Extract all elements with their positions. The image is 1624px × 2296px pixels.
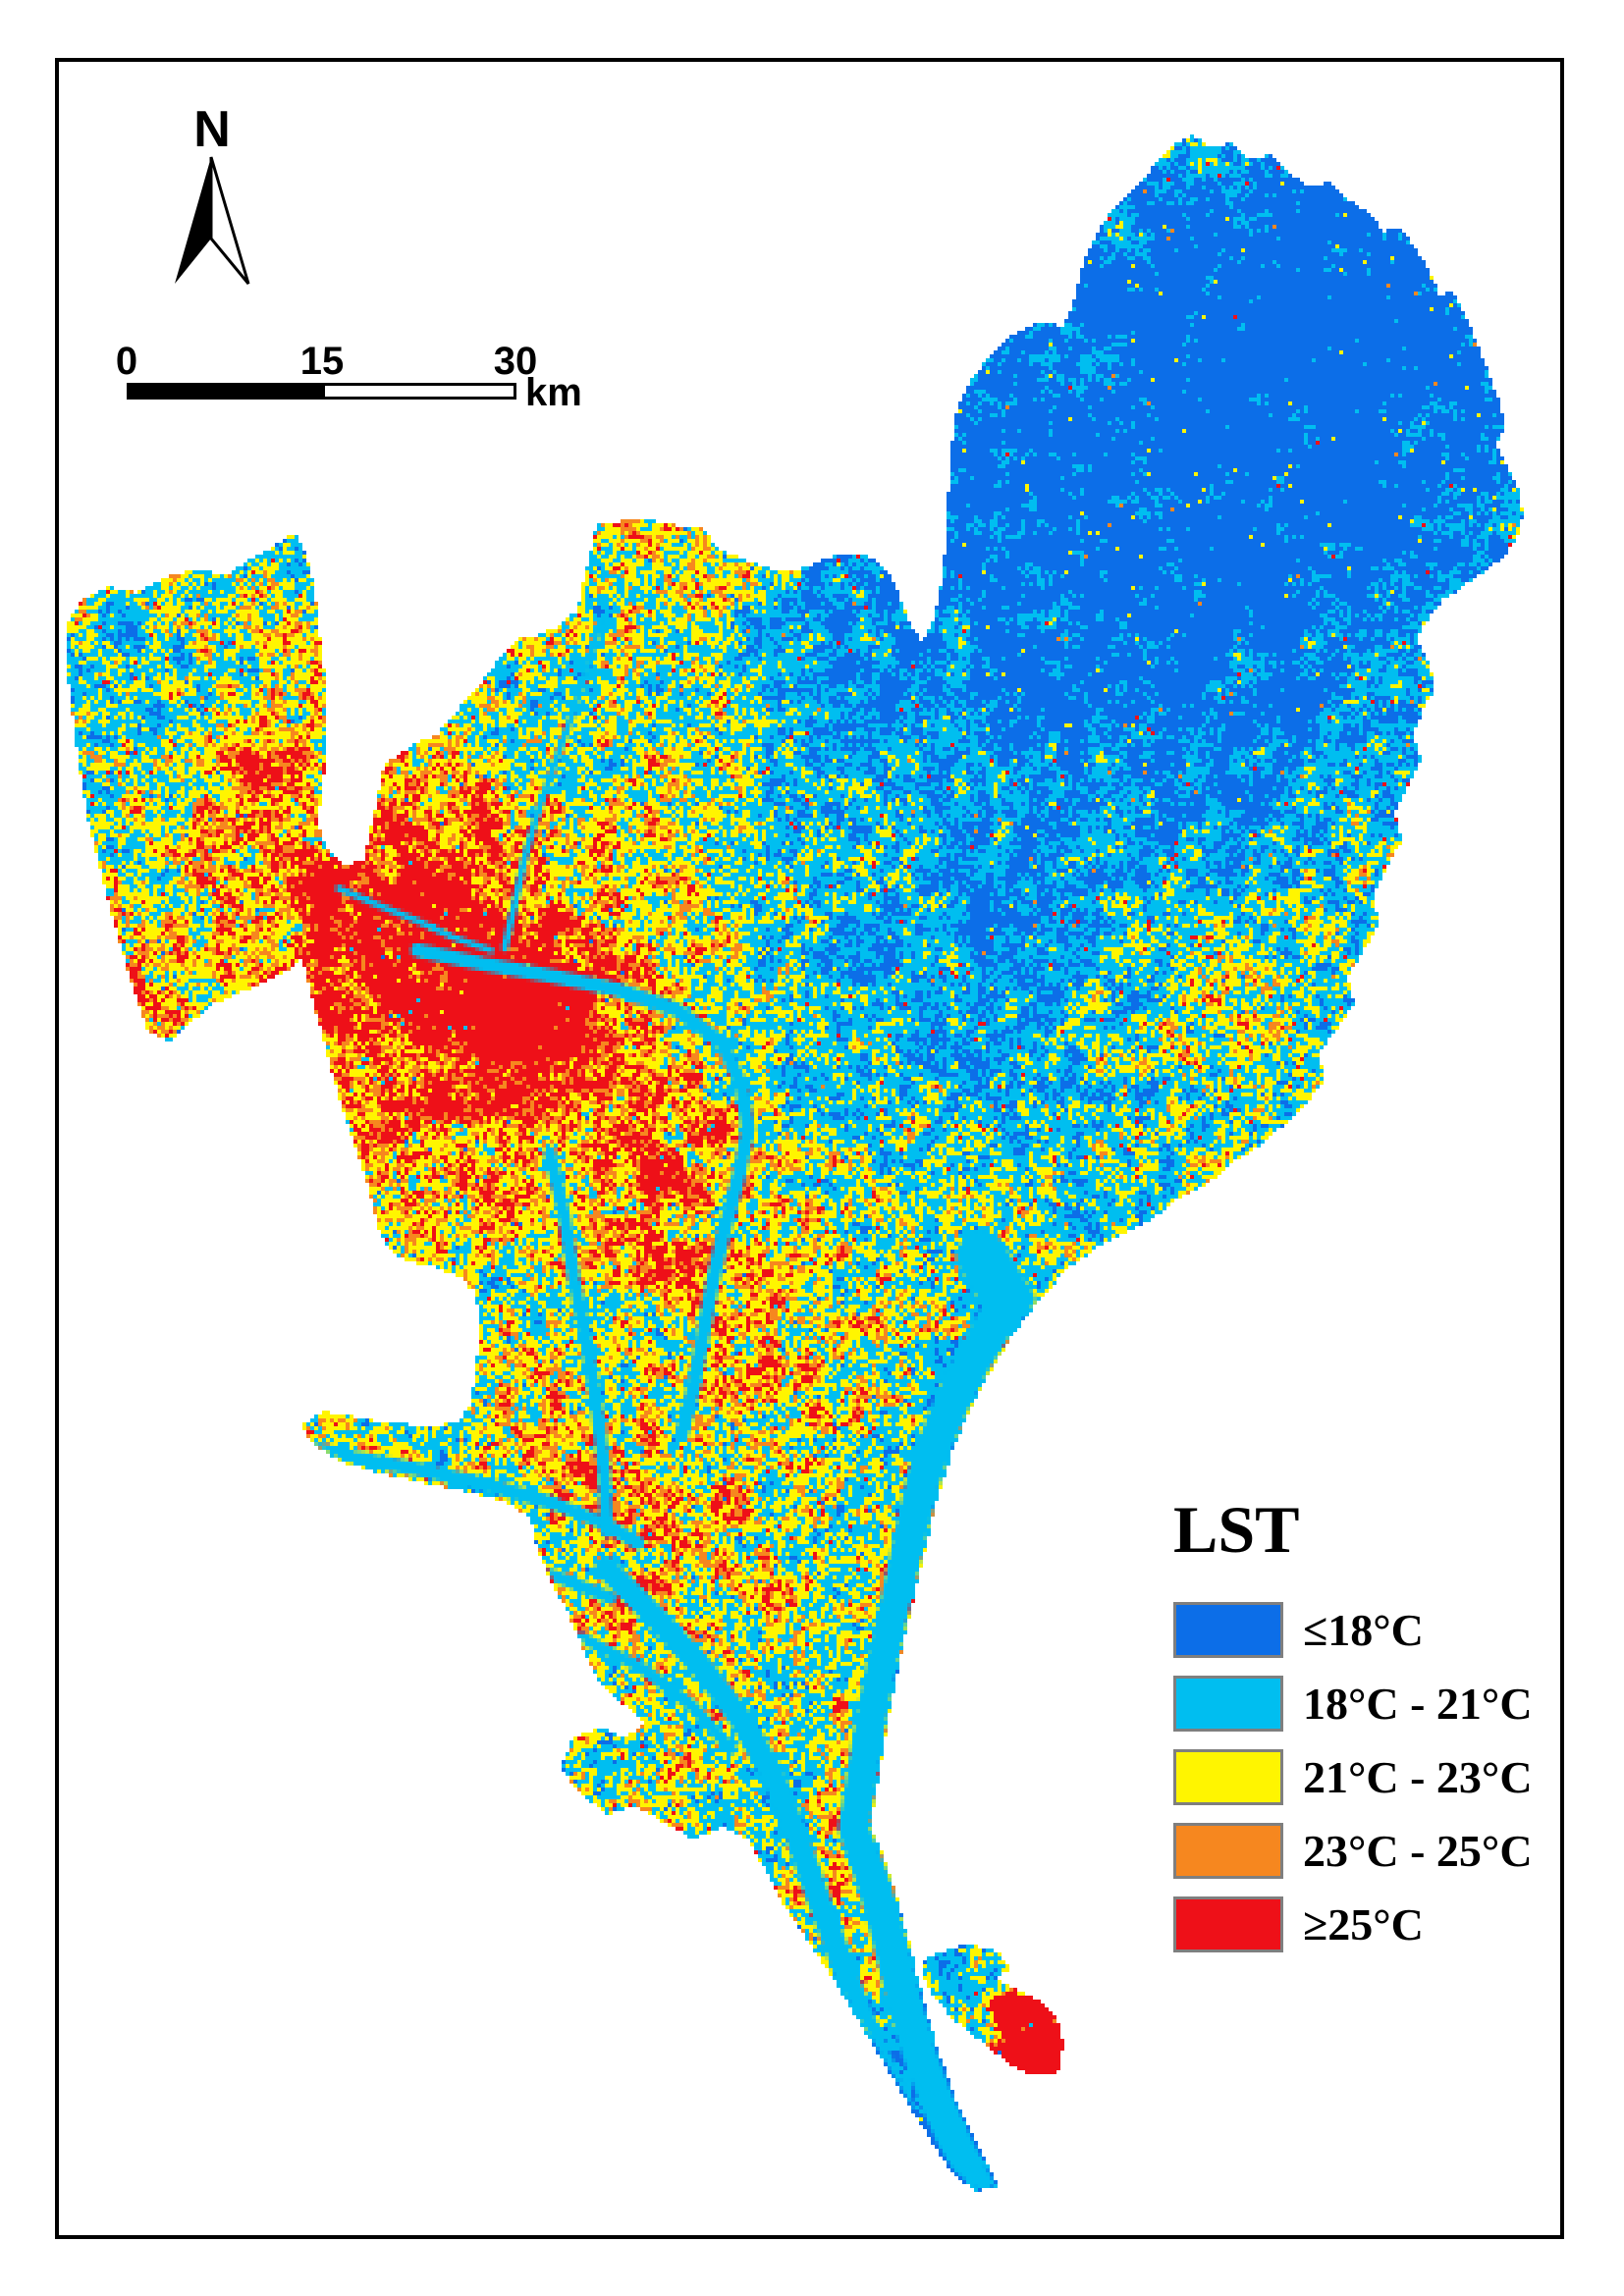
scale-tick-15: 15 [299, 340, 345, 383]
legend-title: LST [1173, 1492, 1300, 1567]
legend-swatch-red [1173, 1896, 1283, 1952]
lst-raster-map [59, 123, 1532, 2196]
legend-swatch-blue [1173, 1602, 1283, 1658]
legend-label: 18°C - 21°C [1303, 1679, 1533, 1729]
legend-item: 18°C - 21°C [1173, 1676, 1586, 1732]
legend-item: ≤18°C [1173, 1602, 1586, 1658]
legend-swatch-yellow [1173, 1749, 1283, 1805]
legend-swatch-cyan [1173, 1676, 1283, 1732]
legend-label: 21°C - 23°C [1303, 1752, 1533, 1802]
north-label: N [193, 101, 231, 158]
scale-bar-segment-white [322, 383, 516, 400]
legend-swatch-orange [1173, 1823, 1283, 1879]
legend-label: ≤18°C [1303, 1605, 1424, 1655]
legend: LST ≤18°C 18°C - 21°C 21°C - 23°C 23°C -… [1173, 1496, 1586, 1970]
north-arrow-icon: N [175, 101, 250, 285]
scale-bar: 0 15 30 km [107, 340, 618, 418]
legend-label: 23°C - 25°C [1303, 1826, 1533, 1876]
legend-item: 21°C - 23°C [1173, 1749, 1586, 1805]
legend-item: ≥25°C [1173, 1896, 1586, 1952]
scale-tick-0: 0 [115, 340, 138, 383]
legend-item: 23°C - 25°C [1173, 1823, 1586, 1879]
legend-label: ≥25°C [1303, 1899, 1424, 1949]
scale-tick-30: 30 [493, 340, 538, 383]
scale-bar-segment-black [127, 383, 322, 400]
scale-unit: km [525, 371, 582, 414]
